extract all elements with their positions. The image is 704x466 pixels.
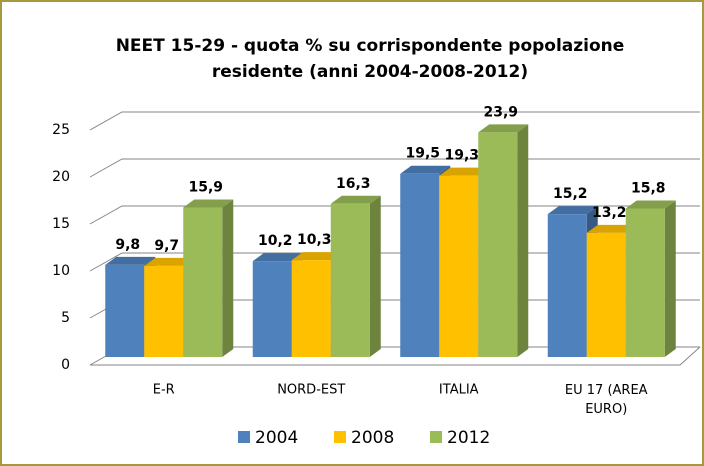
value-label: 10,2	[258, 233, 293, 249]
value-label: 23,9	[483, 104, 518, 120]
value-label: 9,7	[154, 238, 179, 254]
bar-face	[625, 200, 676, 209]
x-tick-label: NORD-EST	[277, 383, 345, 398]
bar-face	[478, 124, 529, 133]
bar-face	[105, 264, 145, 357]
bar-face	[330, 195, 381, 204]
y-tick-label: 25	[52, 122, 70, 138]
value-label: 15,2	[553, 186, 588, 202]
grid-line	[89, 111, 700, 131]
legend-swatch	[334, 431, 346, 443]
value-label: 19,5	[405, 146, 440, 162]
y-tick-label: 20	[52, 169, 70, 185]
chart-title: residente (anni 2004-2008-2012)	[212, 62, 528, 82]
bar-face	[330, 203, 370, 357]
y-tick-label: 15	[52, 216, 70, 232]
x-tick-label: EU 17 (AREA EURO)	[565, 383, 648, 417]
legend-swatch	[430, 431, 442, 443]
value-label: 9,8	[115, 237, 140, 253]
y-tick-label: 5	[61, 310, 70, 326]
bar	[330, 195, 381, 357]
value-label: 13,2	[592, 205, 627, 221]
floor	[90, 346, 701, 366]
bar-face	[369, 195, 381, 357]
legend-label: 2008	[351, 428, 394, 448]
legend-swatch	[238, 431, 250, 443]
bar-face	[252, 253, 303, 262]
bar-face	[183, 207, 223, 357]
value-label: 15,8	[631, 180, 666, 196]
bar	[183, 199, 234, 357]
bar-face	[400, 165, 451, 174]
bar-face	[439, 175, 479, 357]
bar-face	[144, 257, 195, 266]
bar-face	[291, 252, 342, 261]
bar-face	[400, 173, 440, 357]
bar-face	[517, 124, 529, 357]
bar	[625, 200, 676, 357]
bar-face	[586, 232, 626, 357]
bar-face	[547, 206, 598, 215]
chart-title: NEET 15-29 - quota % su corrispondente p…	[116, 36, 625, 56]
bar-face	[625, 208, 665, 357]
bar-face	[478, 132, 518, 357]
y-tick-label: 10	[52, 263, 70, 279]
bar-face	[105, 256, 156, 265]
bar-face	[664, 200, 676, 357]
bar-face	[144, 265, 184, 357]
bar	[478, 124, 529, 357]
bar-face	[222, 199, 234, 357]
value-label: 19,3	[444, 148, 479, 164]
y-tick-label: 0	[61, 357, 70, 373]
value-label: 15,9	[188, 180, 223, 196]
bar-face	[252, 261, 292, 357]
value-label: 10,3	[297, 232, 332, 248]
bar-face	[547, 214, 587, 357]
bar-face	[439, 167, 490, 176]
legend-label: 2004	[255, 428, 298, 448]
x-tick-label: ITALIA	[439, 383, 479, 398]
x-tick-label: E-R	[153, 383, 175, 398]
bar-face	[586, 224, 637, 233]
legend-label: 2012	[447, 428, 490, 448]
bar-face	[291, 260, 331, 357]
value-label: 16,3	[336, 176, 371, 192]
bar-face	[183, 199, 234, 208]
